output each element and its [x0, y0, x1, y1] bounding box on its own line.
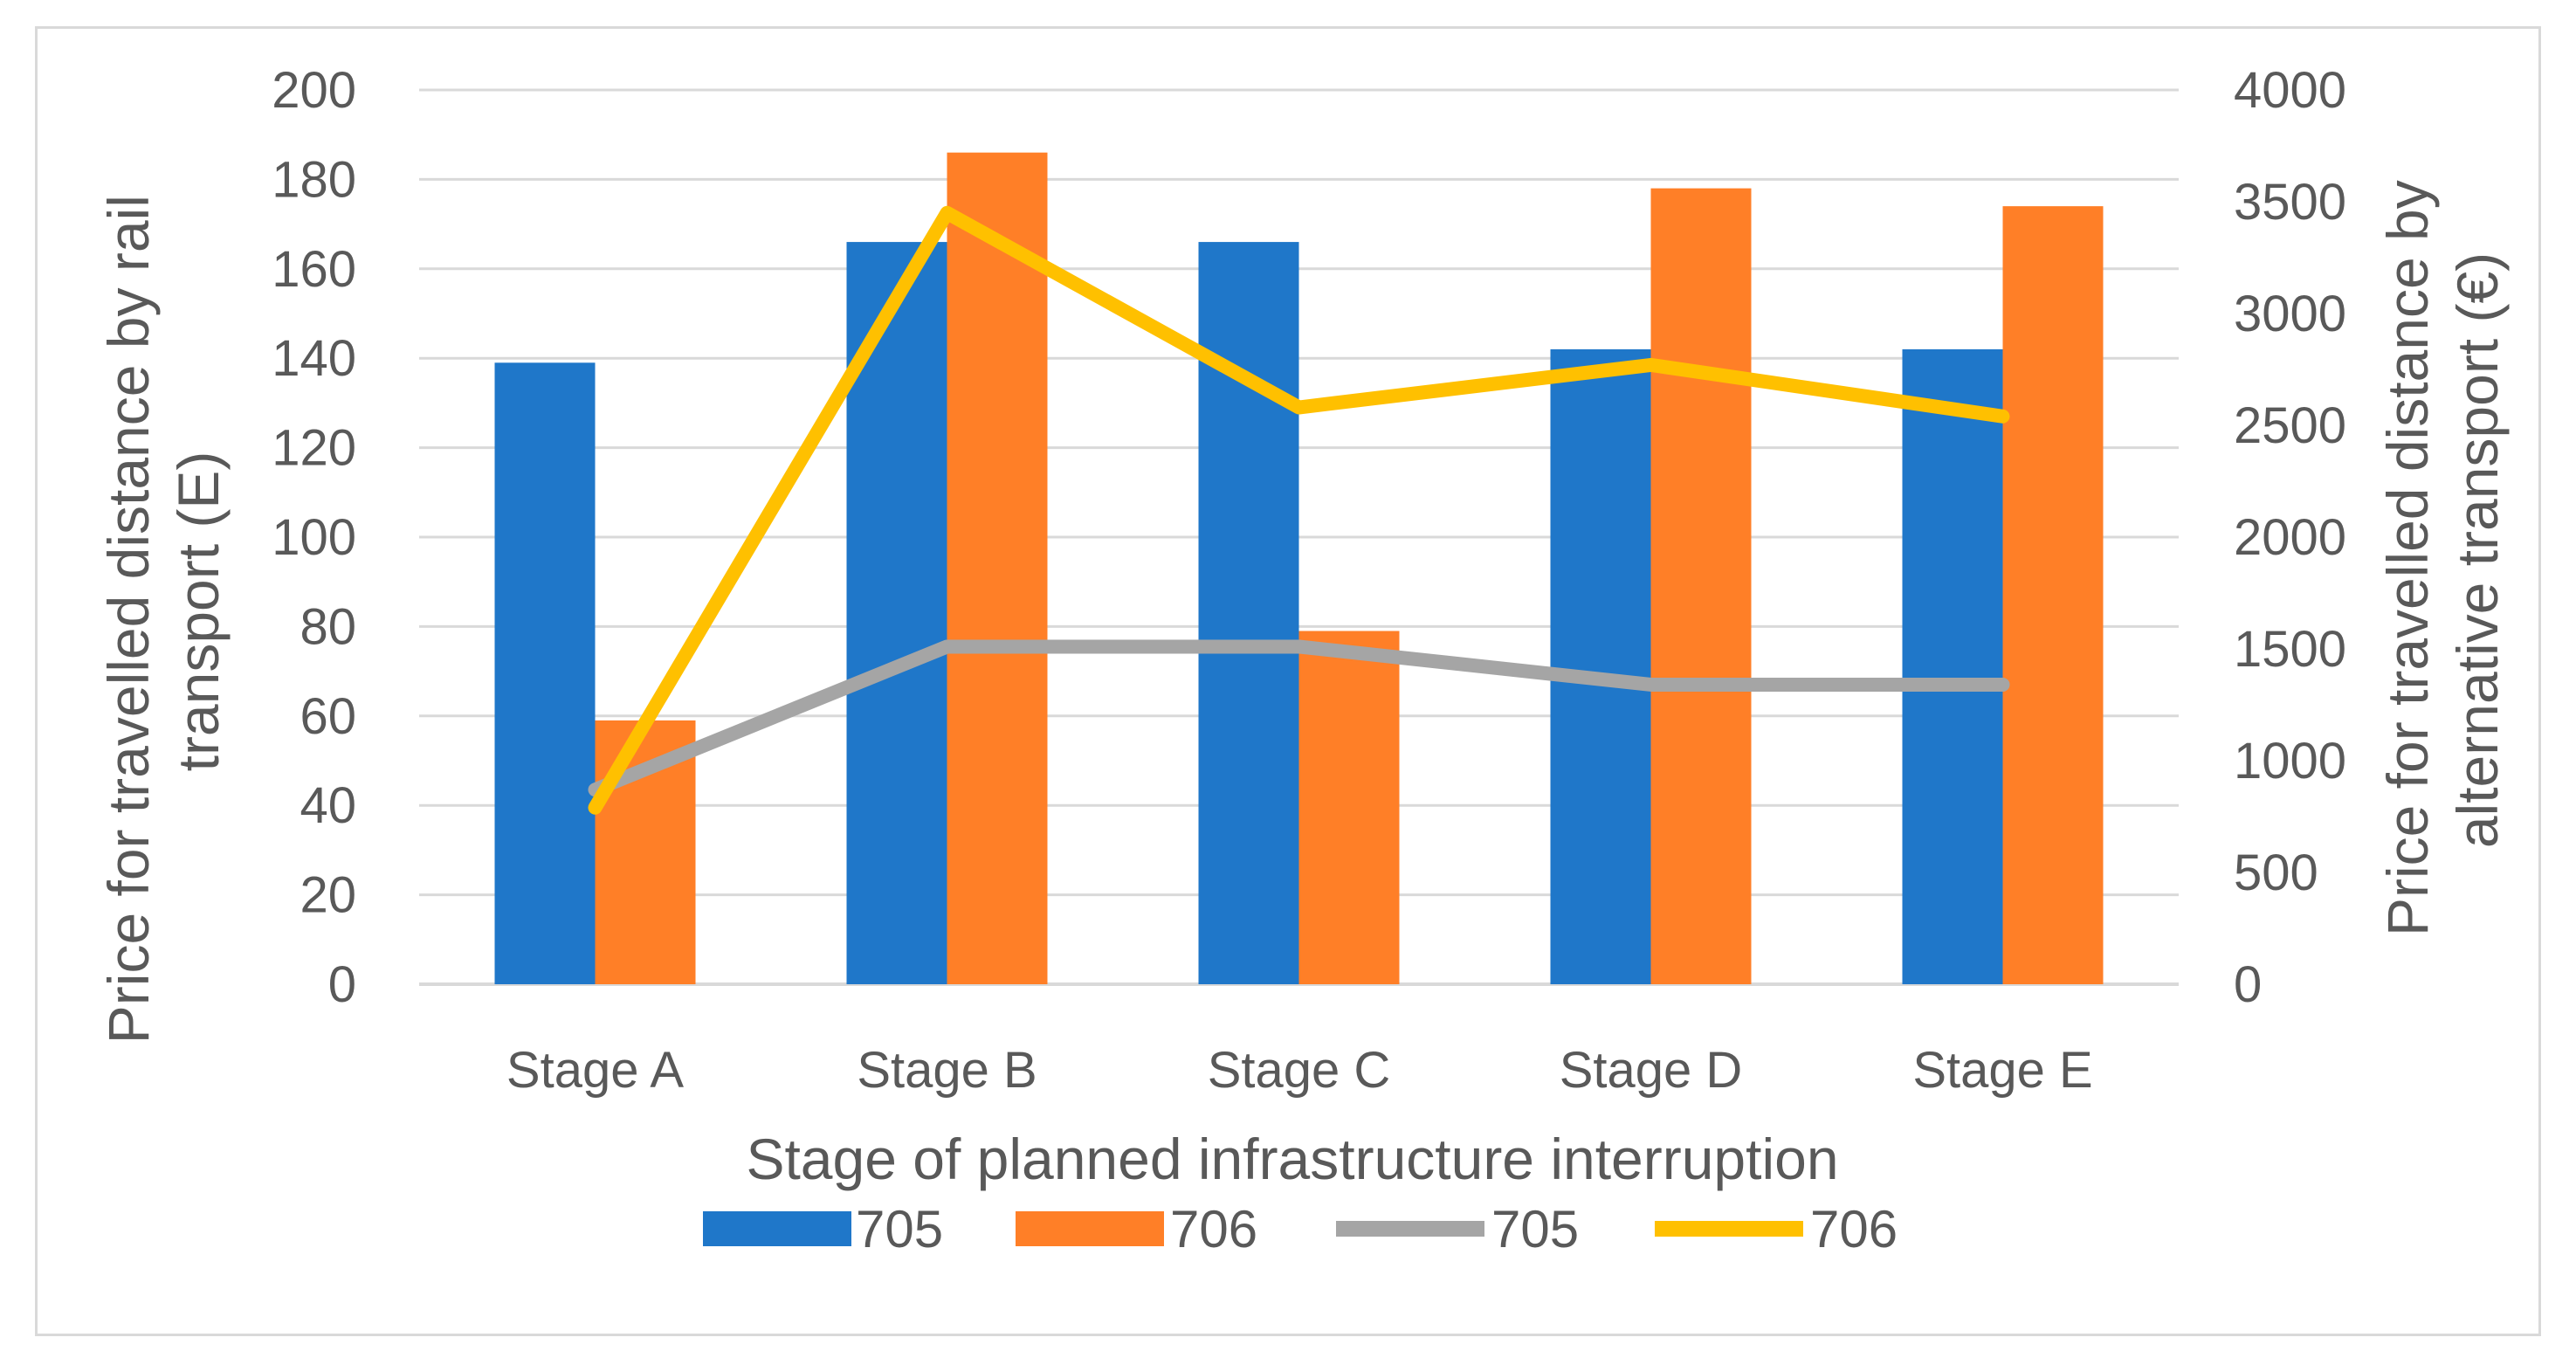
bar-705-0 — [1902, 348, 2003, 985]
left-axis-ticks: 0 20 40 60 80 100 120 140 160 180 200 — [272, 62, 356, 1013]
right-tick-label: 4000 — [2234, 62, 2346, 119]
bar-706-1 — [947, 152, 1048, 984]
legend-label-bar-705: 705 — [856, 1200, 943, 1258]
category-label: Stage D — [1560, 1042, 1743, 1099]
left-axis-title-line-2: transport (E) — [166, 452, 231, 772]
right-axis-title-line-2: alternative transport (€) — [2445, 252, 2510, 848]
left-tick-label: 40 — [300, 777, 356, 834]
right-tick-label: 2000 — [2234, 509, 2346, 566]
legend-label-line-706: 706 — [1810, 1200, 1898, 1258]
left-tick-label: 100 — [272, 509, 356, 566]
left-tick-label: 80 — [300, 598, 356, 655]
right-axis-title-line-1: Price for travelled distance by — [2375, 180, 2440, 936]
right-tick-label: 500 — [2234, 845, 2318, 901]
x-axis-title: Stage of planned infrastructure interrup… — [746, 1127, 1838, 1191]
legend: 705 706 705 706 — [703, 1200, 1898, 1258]
left-tick-label: 160 — [272, 241, 356, 298]
right-tick-label: 0 — [2234, 956, 2262, 1013]
category-label: Stage E — [1912, 1042, 2092, 1099]
left-tick-label: 20 — [300, 867, 356, 924]
legend-label-line-705: 705 — [1491, 1200, 1579, 1258]
category-label: Stage A — [506, 1042, 684, 1099]
left-axis-title-line-1: Price for travelled distance by rail — [96, 195, 161, 1044]
right-axis-title: Price for travelled distance by alternat… — [2375, 164, 2510, 936]
left-tick-label: 200 — [272, 62, 356, 119]
bar-706-1 — [1650, 188, 1752, 984]
right-tick-label: 1500 — [2234, 621, 2346, 678]
bar-705-0 — [494, 362, 596, 984]
category-label: Stage C — [1208, 1042, 1391, 1099]
line-series-705-0 — [588, 639, 2010, 797]
bar-706-1 — [1298, 631, 1400, 984]
left-tick-label: 140 — [272, 330, 356, 387]
left-tick-label: 180 — [272, 151, 356, 208]
right-axis-ticks: 0 500 1000 1500 2000 2500 3000 3500 4000 — [2234, 62, 2346, 1013]
line-series-706-1 — [588, 205, 2010, 815]
left-tick-label: 120 — [272, 420, 356, 477]
category-labels: Stage A Stage B Stage C Stage D Stage E — [506, 1042, 2093, 1099]
right-tick-label: 2500 — [2234, 397, 2346, 454]
bar-706-1 — [2002, 206, 2104, 984]
left-tick-label: 60 — [300, 688, 356, 745]
lines — [588, 205, 2010, 815]
category-label: Stage B — [857, 1042, 1037, 1099]
right-tick-label: 3000 — [2234, 286, 2346, 342]
bars — [494, 152, 2104, 985]
right-tick-label: 1000 — [2234, 733, 2346, 789]
left-tick-label: 0 — [328, 956, 356, 1013]
bar-705-0 — [1550, 348, 1651, 985]
right-tick-label: 3500 — [2234, 174, 2346, 231]
legend-swatch-bar-705 — [703, 1211, 851, 1246]
legend-swatch-bar-706 — [1016, 1211, 1164, 1246]
left-axis-title: Price for travelled distance by rail tra… — [96, 179, 231, 1044]
legend-label-bar-706: 706 — [1170, 1200, 1257, 1258]
